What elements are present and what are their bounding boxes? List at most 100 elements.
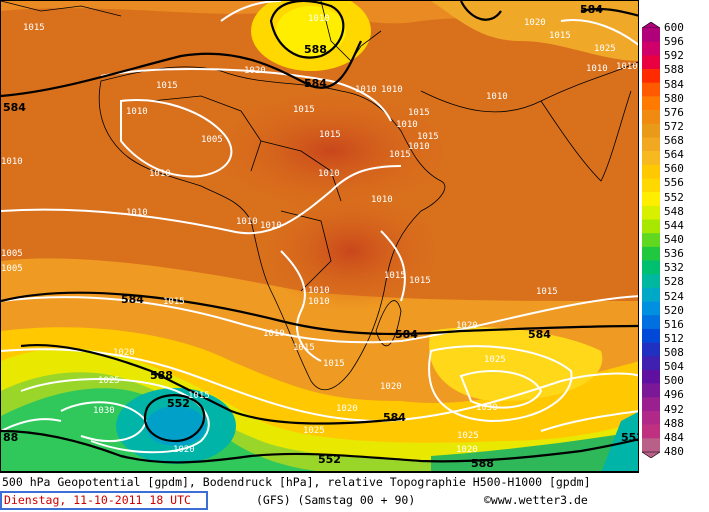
- legend-value-label: 548: [664, 204, 684, 218]
- legend-value-label: 596: [664, 35, 684, 49]
- pressure-label: 1020: [173, 445, 195, 455]
- isobar-1010-east: [380, 230, 406, 302]
- legend-value-label: 512: [664, 331, 684, 345]
- contour-584-south: [1, 291, 638, 336]
- legend-color-swatch: [642, 41, 660, 56]
- pressure-label: 1020: [380, 382, 402, 392]
- legend-value-label: 500: [664, 374, 684, 388]
- legend-color-swatch: [642, 69, 660, 84]
- shading-africa-hot: [261, 191, 441, 311]
- legend-value-label: 528: [664, 275, 684, 289]
- pressure-label: 1010: [308, 286, 330, 296]
- legend-color-swatch: [642, 438, 660, 453]
- contour-584-ne: [580, 7, 638, 17]
- geopotential-label: 552: [621, 431, 639, 444]
- isobar-1015-a: [1, 295, 638, 344]
- legend-color-swatch: [642, 424, 660, 439]
- legend-color-swatch: [642, 397, 660, 412]
- map-canvas: 1010 1020 1015 1015 1025 1020 1010 1010 …: [1, 1, 639, 471]
- pressure-label: 1025: [594, 44, 616, 54]
- pressure-label: 1015: [23, 23, 45, 33]
- pressure-label: 1015: [163, 297, 185, 307]
- legend-value-label: 584: [664, 77, 684, 91]
- isobar-1025-b: [428, 345, 573, 423]
- legend-value-label: 536: [664, 247, 684, 261]
- isobar-se: [540, 410, 638, 432]
- pressure-label: 1005: [1, 264, 23, 274]
- pressure-label: 1015: [408, 108, 430, 118]
- pressure-label: 1010: [236, 217, 258, 227]
- legend-color-swatch: [642, 28, 660, 42]
- legend-color-swatch: [642, 82, 660, 97]
- geopotential-label: 584: [528, 328, 551, 341]
- legend-color-swatch: [642, 219, 660, 234]
- geopotential-label: 584: [304, 77, 327, 90]
- pressure-label: 1010: [355, 85, 377, 95]
- legend-value-label: 480: [664, 445, 684, 458]
- pressure-label: 1010: [260, 221, 282, 231]
- legend-color-swatch: [642, 55, 660, 70]
- pressure-label: 1025: [484, 355, 506, 365]
- pressure-label: 1015: [293, 343, 315, 353]
- legend-value-label: 520: [664, 303, 684, 317]
- pressure-label: 1015: [384, 271, 406, 281]
- color-scale-legend: 600 596 592 588 584 580 576 572 568 564 560 556 552 5…: [642, 22, 709, 458]
- pressure-label: 1020: [456, 445, 478, 455]
- isobars: [1, 1, 638, 454]
- pressure-label: 1030: [476, 403, 498, 413]
- legend-color-swatch: [642, 151, 660, 166]
- legend-value-label: 572: [664, 119, 684, 133]
- pressure-label: 1015: [549, 31, 571, 41]
- geopotential-labels: 588 584 584 584 584 584 584 588 552 584 …: [3, 3, 639, 470]
- arabia-coast: [420, 61, 638, 113]
- pressure-label: 1015: [536, 287, 558, 297]
- caption-footer: Dienstag, 11-10-2011 18 UTC (GFS) (Samst…: [0, 491, 639, 511]
- isobar-1020-a: [1, 348, 638, 423]
- legend-color-swatch: [642, 192, 660, 207]
- isobar-1015-east: [560, 19, 638, 46]
- legend-value-label: 588: [664, 63, 684, 77]
- isobar-1005-sahara: [120, 99, 233, 178]
- weather-map: 1010 1020 1015 1015 1025 1020 1010 1010 …: [0, 0, 639, 472]
- legend-value-label: 496: [664, 388, 684, 402]
- legend-value-label: 560: [664, 162, 684, 176]
- pressure-label: 1010: [1, 157, 23, 167]
- legend-color-swatch: [642, 96, 660, 111]
- pressure-label: 1020: [244, 66, 266, 76]
- legend-value-label: 540: [664, 233, 684, 246]
- pressure-label: 1015: [417, 132, 439, 142]
- isobar-labels: 1010 1020 1015 1015 1025 1020 1010 1010 …: [1, 14, 638, 455]
- pressure-label: 1020: [524, 18, 546, 28]
- legend-color-swatch: [642, 246, 660, 261]
- legend-color-swatch: [642, 315, 660, 330]
- legend-value-label: 516: [664, 317, 684, 331]
- legend-color-swatch: [642, 110, 660, 125]
- geopotential-label: 588: [150, 369, 173, 382]
- pressure-label: 1030: [93, 406, 115, 416]
- pressure-label: 1015: [156, 81, 178, 91]
- pressure-label: 1010: [486, 92, 508, 102]
- geopotential-label: 588: [304, 43, 327, 56]
- pressure-label: 1010: [396, 120, 418, 130]
- pressure-label: 1010: [318, 169, 340, 179]
- pressure-label: 1015: [293, 105, 315, 115]
- geopotential-label: 584: [395, 328, 418, 341]
- pressure-label: 1025: [457, 431, 479, 441]
- geopotential-contours: [1, 1, 638, 464]
- legend-value-label: 600: [664, 21, 684, 34]
- madagascar: [375, 300, 402, 346]
- legend-value-label: 524: [664, 289, 684, 303]
- contour-588-south: [20, 343, 402, 425]
- pressure-label: 1020: [113, 348, 135, 358]
- geopotential-label: 552: [167, 397, 190, 410]
- legend-color-swatch: [642, 233, 660, 248]
- border-a: [150, 95, 262, 172]
- legend-value-label: 580: [664, 91, 684, 105]
- caption: 500 hPa Geopotential [gpdm], Bodendruck …: [0, 472, 639, 512]
- legend-color-swatch: [642, 178, 660, 193]
- isobar-1010-a: [1, 165, 402, 235]
- pressure-label: 1005: [201, 135, 223, 145]
- legend-color-swatch: [642, 369, 660, 384]
- contour-552-south: [1, 429, 638, 464]
- legend-value-label: 592: [664, 49, 684, 63]
